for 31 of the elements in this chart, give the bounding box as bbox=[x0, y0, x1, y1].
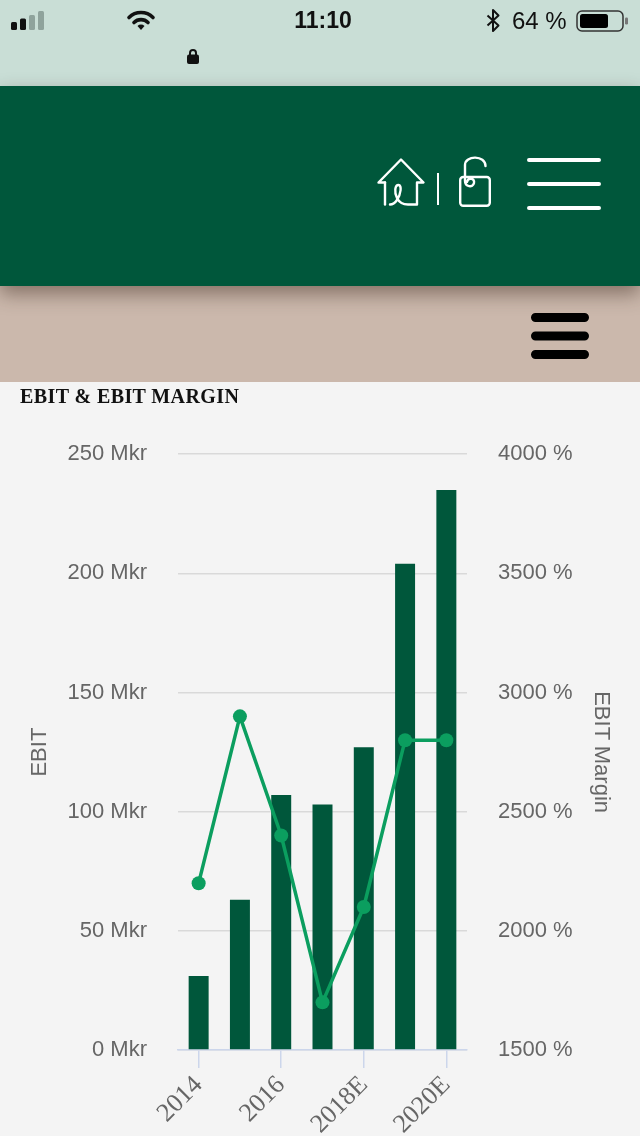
y-tick-label: 0 Mkr bbox=[92, 1036, 147, 1062]
bar bbox=[271, 795, 292, 1050]
y2-tick-label: 2000 % bbox=[498, 916, 573, 942]
bar bbox=[353, 747, 374, 1050]
point bbox=[191, 876, 206, 891]
y2-tick-label: 3000 % bbox=[498, 678, 573, 704]
text: 64 % bbox=[512, 6, 567, 35]
bar bbox=[395, 563, 416, 1050]
y-axis-title: EBIT bbox=[26, 727, 52, 777]
y-tick-label: 200 Mkr bbox=[67, 559, 147, 585]
y2-axis-title: EBIT Margin bbox=[589, 691, 615, 814]
chart-title: EBIT & EBIT MARGIN bbox=[20, 384, 240, 409]
y-tick-label: 100 Mkr bbox=[67, 797, 147, 823]
bar bbox=[436, 489, 457, 1050]
point bbox=[398, 733, 413, 748]
y-tick-label: 250 Mkr bbox=[67, 440, 147, 466]
point bbox=[356, 900, 371, 915]
point bbox=[274, 828, 289, 843]
point bbox=[439, 733, 454, 748]
y-tick-label: 150 Mkr bbox=[67, 678, 147, 704]
point bbox=[315, 995, 330, 1010]
bar bbox=[312, 804, 333, 1050]
y-tick-label: 50 Mkr bbox=[79, 916, 147, 942]
y2-tick-label: 3500 % bbox=[498, 559, 573, 585]
y2-tick-label: 1500 % bbox=[498, 1036, 573, 1062]
y2-tick-label: 4000 % bbox=[498, 440, 573, 466]
point bbox=[232, 709, 247, 724]
bar bbox=[229, 899, 250, 1050]
y2-tick-label: 2500 % bbox=[498, 797, 573, 823]
text: 11:10 bbox=[293, 6, 353, 35]
bar bbox=[188, 976, 209, 1050]
